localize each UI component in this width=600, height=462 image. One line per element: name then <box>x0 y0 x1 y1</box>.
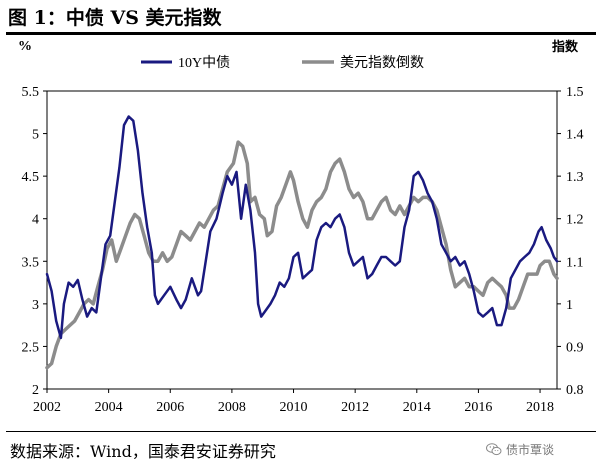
x-tick-label: 2008 <box>218 400 246 415</box>
y-right-tick-label: 1 <box>566 298 573 313</box>
y-left-axis-label: % <box>18 39 32 54</box>
title-rule <box>6 32 596 35</box>
y-left-tick-label: 2.5 <box>22 340 40 355</box>
x-tick-label: 2012 <box>341 400 369 415</box>
y-left-tick-label: 5 <box>32 128 39 143</box>
y-left-tick-label: 3.5 <box>22 255 40 270</box>
series-line-10y-cgb <box>45 115 559 340</box>
legend-label-10y-cgb: 10Y中债 <box>178 55 230 71</box>
x-tick-label: 2010 <box>280 400 308 415</box>
wechat-icon <box>486 443 502 456</box>
footer-rule <box>6 431 596 432</box>
series-line-usd-index-inverse <box>45 140 559 370</box>
y-left-tick-label: 4.5 <box>22 170 40 185</box>
x-tick-label: 2006 <box>156 400 184 415</box>
plot-area <box>46 90 558 390</box>
figure-title: 图 1：中债 VS 美元指数 <box>8 7 222 29</box>
y-left-tick-label: 3 <box>32 298 39 313</box>
y-right-tick-label: 1.4 <box>566 128 584 143</box>
y-right-tick-label: 0.8 <box>566 383 584 398</box>
y-left-axis: 2 2.5 3 3.5 4 4.5 5 5.5 <box>22 85 47 398</box>
y-right-axis: 0.8 0.9 1 1.1 1.2 1.3 1.4 1.5 <box>557 85 584 398</box>
y-left-tick-label: 4 <box>32 213 39 228</box>
y-left-tick-label: 5.5 <box>22 85 40 100</box>
y-left-tick-label: 2 <box>32 383 39 398</box>
y-right-tick-label: 1.2 <box>566 213 584 228</box>
x-tick-label: 2016 <box>464 400 492 415</box>
y-right-axis-label: 指数 <box>552 39 579 54</box>
legend: 10Y中债 美元指数倒数 <box>141 55 424 71</box>
watermark-text: 债市覃谈 <box>506 443 555 457</box>
source-note: 数据来源：Wind，国泰君安证券研究 <box>10 442 276 461</box>
x-axis: 2002 2004 2006 2008 2010 2012 2014 2016 2018 <box>33 389 554 415</box>
legend-label-usd-index-inverse: 美元指数倒数 <box>340 55 424 71</box>
x-tick-label: 2018 <box>526 400 554 415</box>
watermark: 债市覃谈 <box>486 441 554 458</box>
dual-axis-line-chart: % 指数 10Y中债 美元指数倒数 2002 2004 2006 2008 2010 20… <box>18 39 584 415</box>
x-tick-label: 2004 <box>95 400 123 415</box>
y-right-tick-label: 0.9 <box>566 340 584 355</box>
y-right-tick-label: 1.1 <box>566 255 584 270</box>
y-right-tick-label: 1.5 <box>566 85 584 100</box>
y-right-tick-label: 1.3 <box>566 170 584 185</box>
plot-border <box>46 90 558 390</box>
series-layer <box>45 115 559 370</box>
x-tick-label: 2014 <box>403 400 431 415</box>
x-tick-label: 2002 <box>33 400 61 415</box>
